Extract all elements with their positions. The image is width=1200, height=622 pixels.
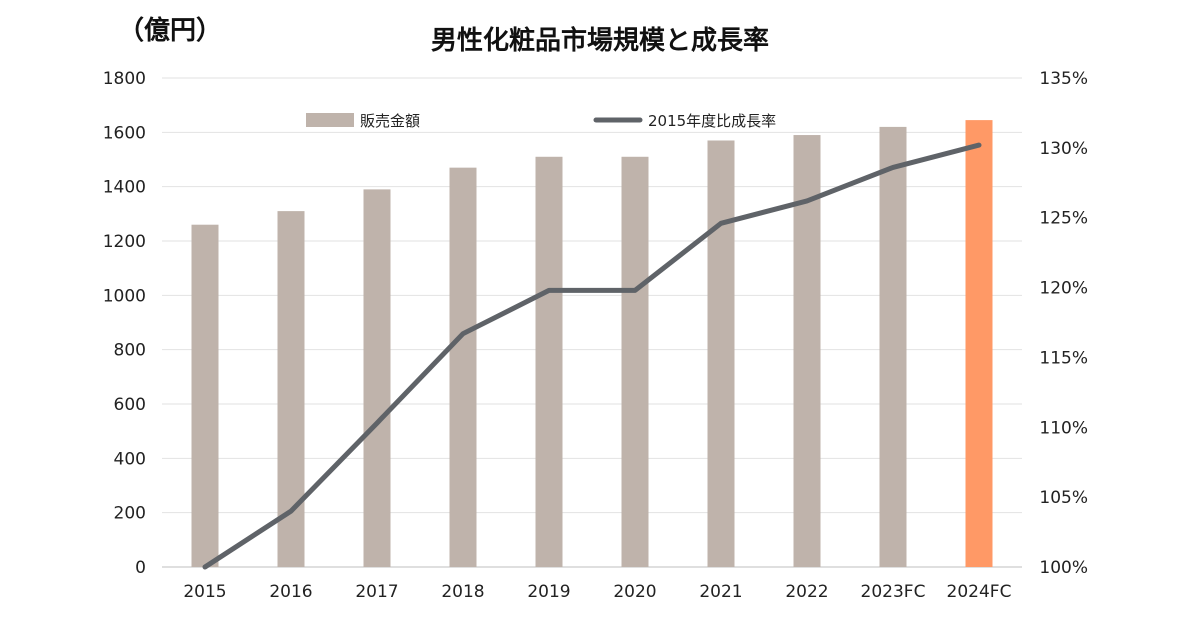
legend-swatch-sales xyxy=(306,113,354,127)
y-tick-label: 1400 xyxy=(103,178,146,198)
x-tick-label: 2016 xyxy=(269,582,312,602)
y-tick-label: 0 xyxy=(135,558,146,578)
legend-label-sales: 販売金額 xyxy=(360,112,420,130)
bar xyxy=(965,120,993,567)
y2-tick-label: 110% xyxy=(1039,418,1088,438)
growth-line xyxy=(202,142,982,570)
y-tick-label: 800 xyxy=(114,341,146,361)
x-axis: 2015 2016 2017 2018 2019 2020 2021 2022 2023FC 20… xyxy=(183,582,1011,602)
right-axis: 100% 105% 110% 115% 120% 125% 130% 135% xyxy=(1039,69,1088,578)
x-tick-label: 2022 xyxy=(785,582,828,602)
bars xyxy=(191,120,993,568)
growth-line-path xyxy=(202,142,982,570)
x-tick-label: 2015 xyxy=(183,582,226,602)
left-axis: 0 200 400 600 800 1000 1200 1400 1600 1800 xyxy=(103,69,146,578)
legend: 販売金額 2015年度比成長率 xyxy=(306,112,776,130)
y2-tick-label: 115% xyxy=(1039,348,1088,368)
y2-tick-label: 100% xyxy=(1039,558,1088,578)
x-tick-label: 2019 xyxy=(527,582,570,602)
bar xyxy=(707,140,735,567)
chart-title: 男性化粧品市場規模と成長率 xyxy=(430,26,769,56)
y2-tick-label: 105% xyxy=(1039,488,1088,508)
x-tick-label: 2017 xyxy=(355,582,398,602)
bar xyxy=(621,156,649,568)
bar xyxy=(191,224,219,567)
y-tick-label: 1600 xyxy=(103,123,146,143)
y-tick-label: 600 xyxy=(114,395,146,415)
y-tick-label: 400 xyxy=(114,449,146,469)
bar xyxy=(363,189,391,567)
x-tick-label: 2023FC xyxy=(861,582,926,602)
y2-tick-label: 130% xyxy=(1039,139,1088,159)
bar xyxy=(449,167,477,567)
bar xyxy=(793,135,821,568)
y-tick-label: 1000 xyxy=(103,286,146,306)
bar xyxy=(535,156,563,568)
x-tick-label: 2024FC xyxy=(947,582,1012,602)
x-tick-label: 2021 xyxy=(699,582,742,602)
gridlines xyxy=(162,77,1022,568)
y2-tick-label: 135% xyxy=(1039,69,1088,89)
y-tick-label: 200 xyxy=(114,504,146,524)
y-tick-label: 1200 xyxy=(103,232,146,252)
y2-tick-label: 120% xyxy=(1039,279,1088,299)
y2-tick-label: 125% xyxy=(1039,209,1088,229)
legend-label-growth: 2015年度比成長率 xyxy=(648,112,776,130)
x-tick-label: 2018 xyxy=(441,582,484,602)
unit-label: （億円） xyxy=(118,16,223,46)
y-tick-label: 1800 xyxy=(103,69,146,89)
x-tick-label: 2020 xyxy=(613,582,656,602)
bar xyxy=(879,126,907,568)
